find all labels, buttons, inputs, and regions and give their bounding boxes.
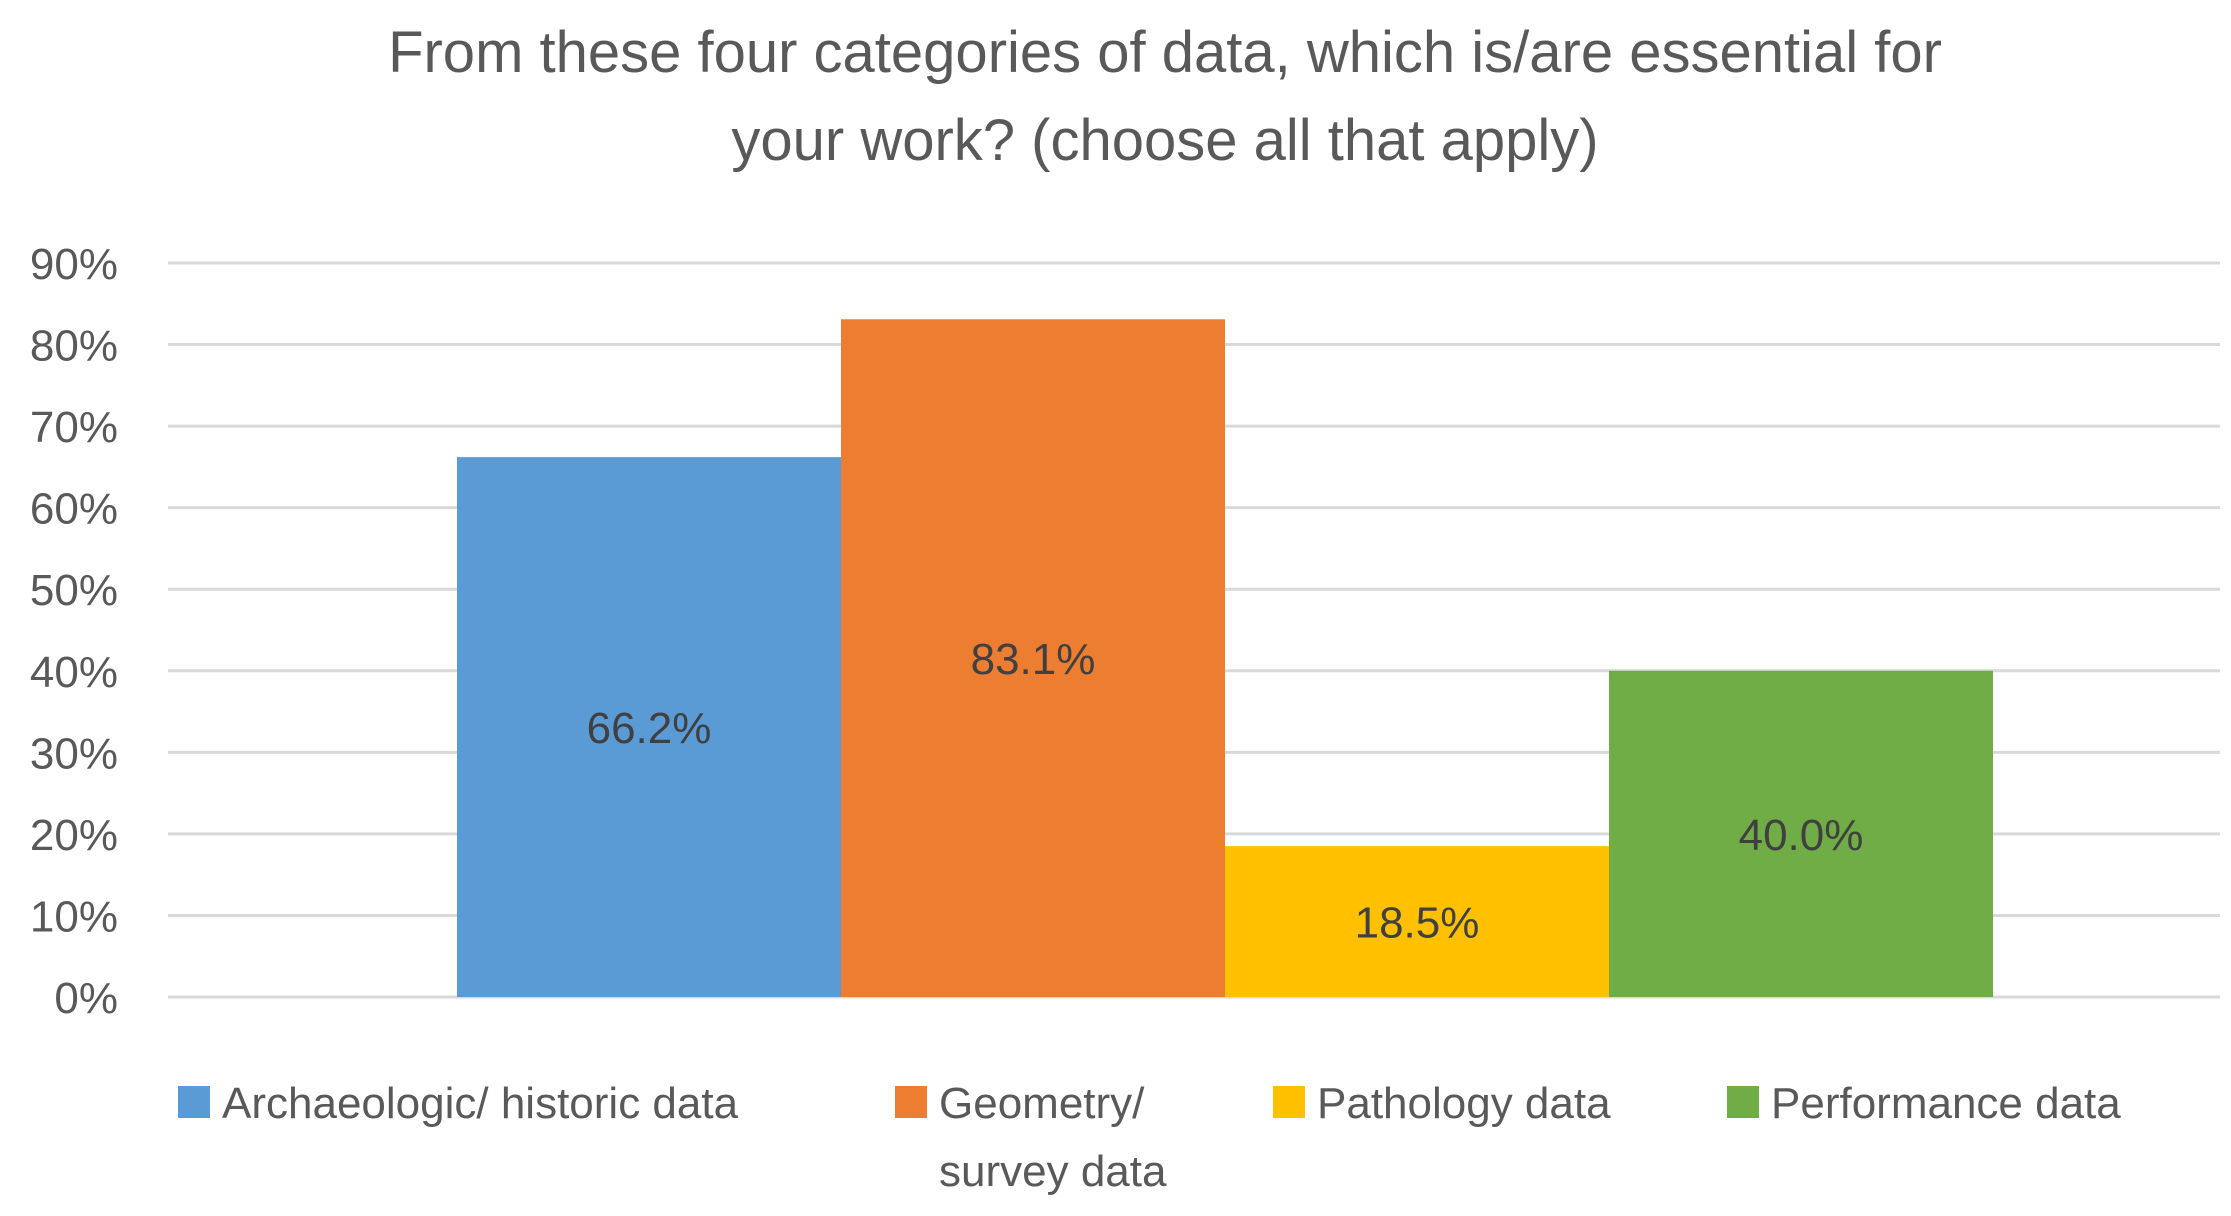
bar (1609, 670, 1993, 997)
chart-title: From these four categories of data, whic… (388, 20, 1942, 173)
data-labels: 66.2% 83.1% 18.5% 40.0% (587, 635, 1864, 947)
legend-item: Performance data (1727, 1079, 2121, 1128)
bar (1225, 846, 1609, 997)
legend-swatch (1727, 1086, 1759, 1118)
legend-item: Pathology data (1273, 1079, 1611, 1128)
y-tick-label: 60% (30, 485, 118, 534)
y-tick-label: 10% (30, 892, 118, 941)
legend-label: Pathology data (1317, 1079, 1611, 1128)
legend-label: Performance data (1771, 1079, 2121, 1128)
legend-label: survey data (939, 1147, 1167, 1196)
legend-swatch (895, 1086, 927, 1118)
y-tick-label: 80% (30, 322, 118, 371)
bar (841, 319, 1225, 998)
legend: Archaeologic/ historic data Geometry/surv… (178, 1079, 2121, 1196)
legend-label: Geometry/ (939, 1079, 1145, 1128)
bar (457, 457, 841, 997)
y-axis-tick-labels: 0% 10% 20% 30% 40% 50% 60% 70% 80% 90% (30, 240, 118, 1023)
y-tick-label: 0% (54, 974, 118, 1023)
legend-swatch (178, 1086, 210, 1118)
data-label: 40.0% (1739, 811, 1864, 860)
legend-item: Archaeologic/ historic data (178, 1079, 739, 1128)
y-tick-label: 90% (30, 240, 118, 289)
y-tick-label: 50% (30, 566, 118, 615)
legend-item: Geometry/survey data (895, 1079, 1167, 1196)
y-tick-label: 30% (30, 729, 118, 778)
y-tick-label: 70% (30, 403, 118, 452)
data-label: 66.2% (587, 704, 712, 753)
chart-title-line: your work? (choose all that apply) (731, 108, 1598, 173)
data-label: 83.1% (971, 635, 1096, 684)
bars (457, 319, 1993, 998)
legend-swatch (1273, 1086, 1305, 1118)
data-label: 18.5% (1355, 899, 1480, 948)
y-tick-label: 20% (30, 811, 118, 860)
chart-title-line: From these four categories of data, whic… (388, 20, 1942, 85)
legend-label: Archaeologic/ historic data (222, 1079, 739, 1128)
y-tick-label: 40% (30, 648, 118, 697)
